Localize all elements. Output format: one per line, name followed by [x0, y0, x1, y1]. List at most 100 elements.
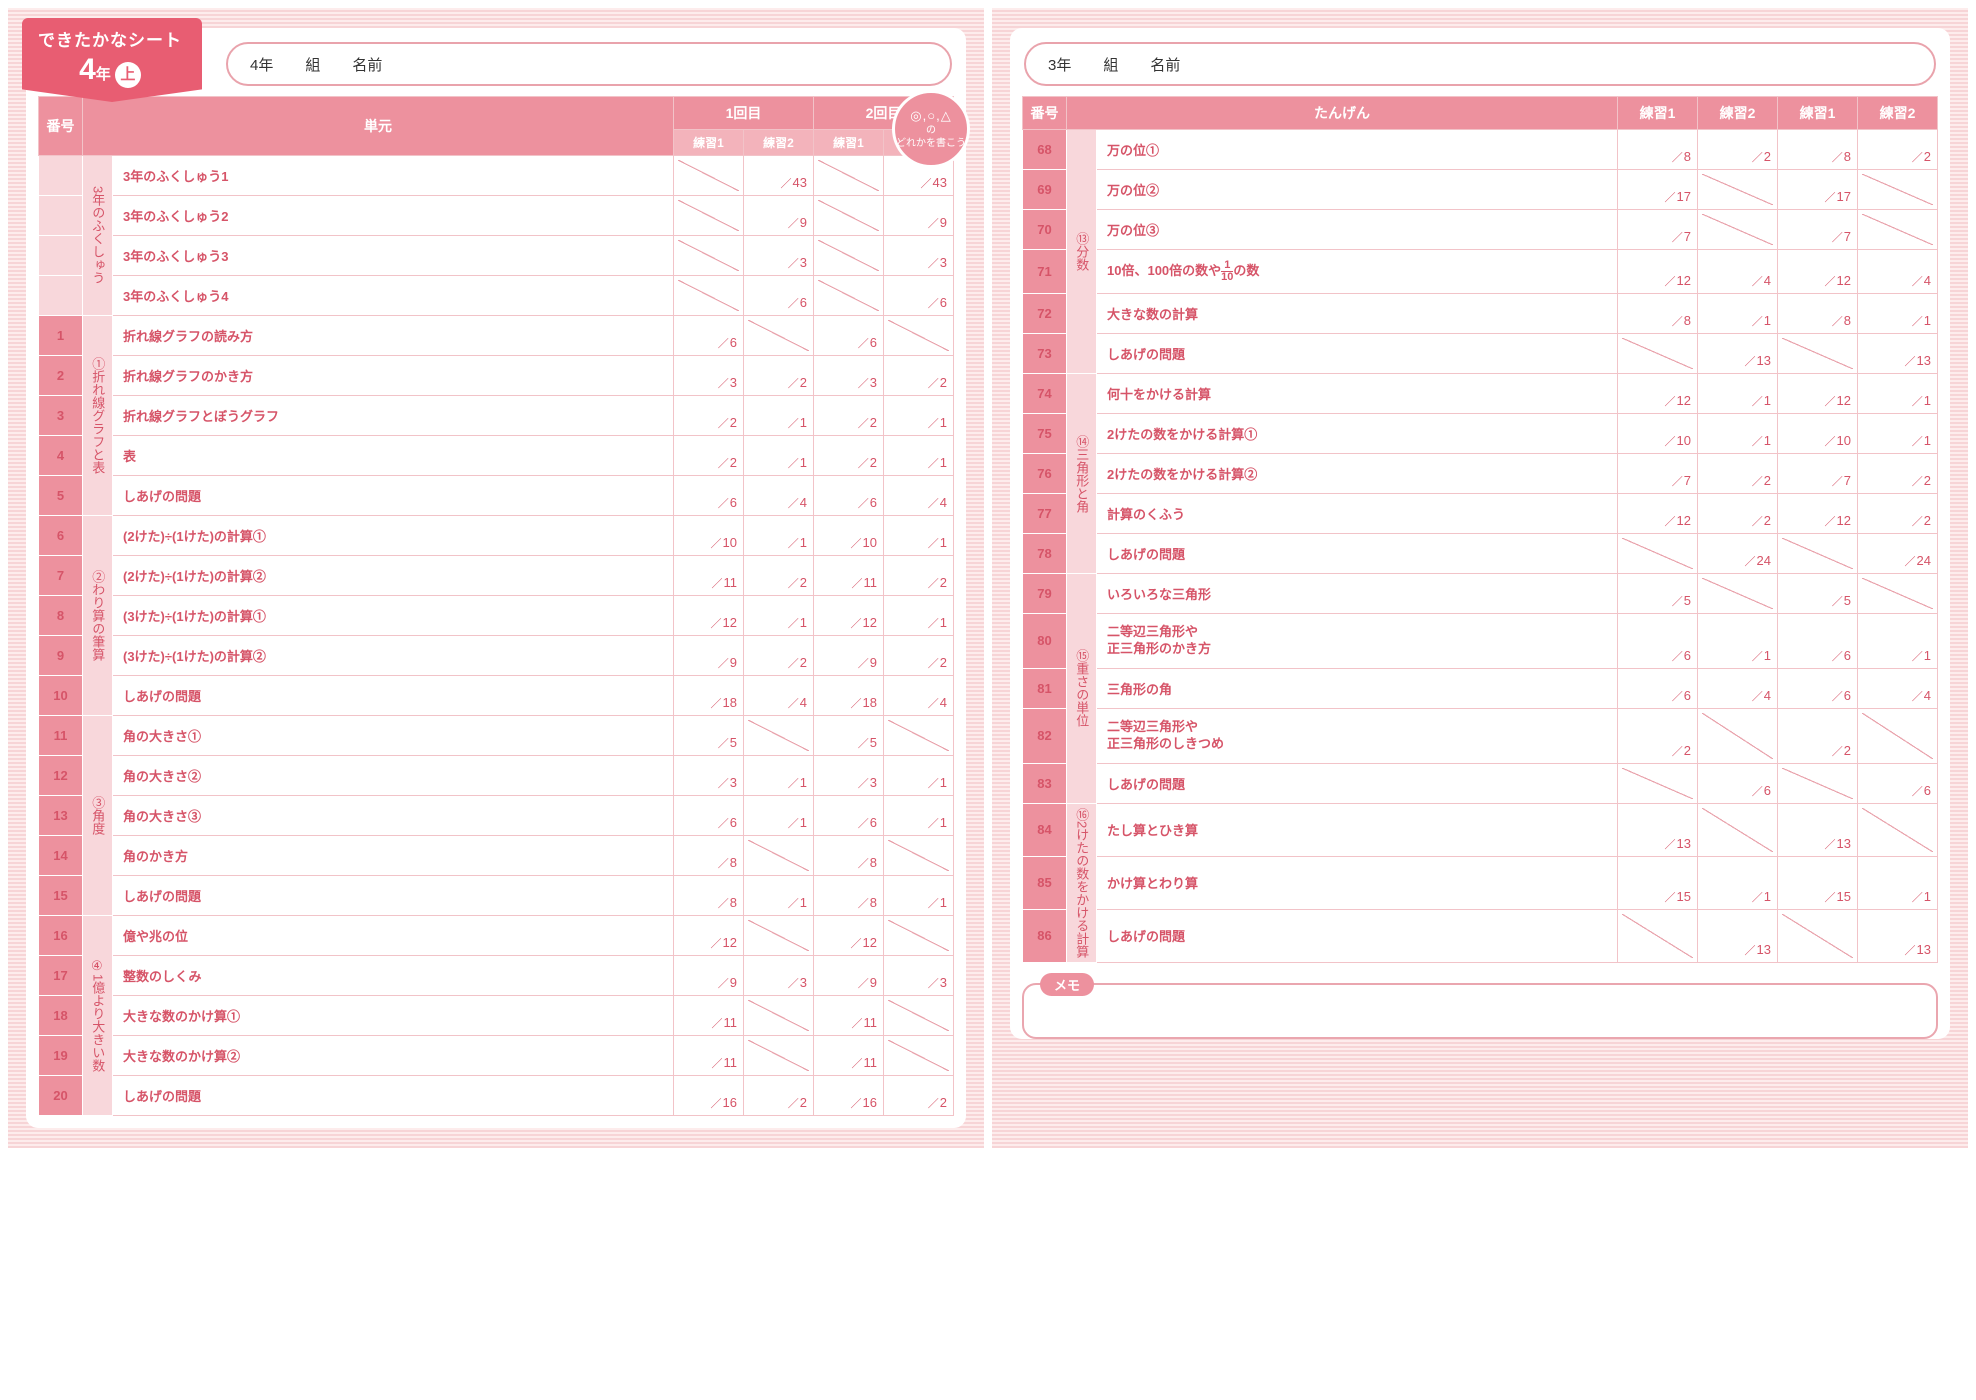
score-cell[interactable]: 11 [673, 996, 743, 1036]
score-cell[interactable] [1618, 334, 1698, 374]
score-cell[interactable]: 8 [813, 836, 883, 876]
score-cell[interactable]: 3 [673, 756, 743, 796]
score-cell[interactable] [1778, 534, 1858, 574]
score-cell[interactable]: 9 [883, 196, 953, 236]
score-cell[interactable]: 1 [1698, 614, 1778, 669]
score-cell[interactable]: 2 [1618, 708, 1698, 763]
score-cell[interactable] [1858, 574, 1938, 614]
score-cell[interactable]: 13 [1698, 334, 1778, 374]
score-cell[interactable]: 2 [883, 356, 953, 396]
score-cell[interactable] [743, 836, 813, 876]
score-cell[interactable] [883, 1036, 953, 1076]
score-cell[interactable]: 1 [883, 756, 953, 796]
score-cell[interactable]: 3 [743, 956, 813, 996]
score-cell[interactable]: 2 [743, 356, 813, 396]
score-cell[interactable]: 12 [673, 916, 743, 956]
score-cell[interactable]: 4 [1698, 250, 1778, 294]
score-cell[interactable]: 1 [1858, 856, 1938, 909]
score-cell[interactable]: 12 [1778, 250, 1858, 294]
score-cell[interactable]: 6 [1698, 763, 1778, 803]
score-cell[interactable]: 11 [813, 1036, 883, 1076]
score-cell[interactable]: 1 [743, 516, 813, 556]
score-cell[interactable]: 12 [1778, 494, 1858, 534]
score-cell[interactable]: 10 [673, 516, 743, 556]
score-cell[interactable]: 15 [1618, 856, 1698, 909]
score-cell[interactable]: 9 [673, 956, 743, 996]
score-cell[interactable] [813, 196, 883, 236]
score-cell[interactable]: 2 [1698, 130, 1778, 170]
score-cell[interactable]: 6 [813, 476, 883, 516]
score-cell[interactable]: 1 [743, 596, 813, 636]
score-cell[interactable] [1778, 763, 1858, 803]
score-cell[interactable]: 8 [813, 876, 883, 916]
score-cell[interactable]: 2 [743, 636, 813, 676]
score-cell[interactable]: 11 [673, 556, 743, 596]
score-cell[interactable]: 1 [883, 796, 953, 836]
score-cell[interactable] [1858, 170, 1938, 210]
score-cell[interactable]: 24 [1698, 534, 1778, 574]
score-cell[interactable]: 17 [1618, 170, 1698, 210]
score-cell[interactable]: 3 [883, 236, 953, 276]
score-cell[interactable]: 4 [1858, 250, 1938, 294]
score-cell[interactable]: 2 [1698, 454, 1778, 494]
score-cell[interactable]: 8 [1778, 130, 1858, 170]
score-cell[interactable]: 3 [883, 956, 953, 996]
score-cell[interactable]: 4 [883, 676, 953, 716]
score-cell[interactable] [883, 316, 953, 356]
score-cell[interactable]: 13 [1778, 803, 1858, 856]
score-cell[interactable]: 9 [673, 636, 743, 676]
score-cell[interactable]: 8 [673, 876, 743, 916]
score-cell[interactable] [1778, 334, 1858, 374]
score-cell[interactable] [883, 836, 953, 876]
score-cell[interactable]: 6 [1858, 763, 1938, 803]
score-cell[interactable]: 7 [1618, 210, 1698, 250]
score-cell[interactable]: 2 [673, 436, 743, 476]
score-cell[interactable]: 11 [813, 996, 883, 1036]
score-cell[interactable]: 6 [813, 796, 883, 836]
score-cell[interactable] [813, 156, 883, 196]
score-cell[interactable]: 10 [813, 516, 883, 556]
score-cell[interactable]: 6 [883, 276, 953, 316]
score-cell[interactable]: 18 [673, 676, 743, 716]
score-cell[interactable]: 7 [1618, 454, 1698, 494]
score-cell[interactable]: 2 [883, 556, 953, 596]
score-cell[interactable]: 13 [1858, 909, 1938, 962]
score-cell[interactable]: 18 [813, 676, 883, 716]
score-cell[interactable]: 1 [883, 876, 953, 916]
score-cell[interactable] [1698, 708, 1778, 763]
score-cell[interactable] [673, 156, 743, 196]
name-field[interactable]: 3年 組 名前 [1024, 42, 1936, 86]
score-cell[interactable]: 12 [1618, 494, 1698, 534]
score-cell[interactable] [743, 716, 813, 756]
score-cell[interactable]: 1 [1698, 374, 1778, 414]
score-cell[interactable]: 5 [1618, 574, 1698, 614]
score-cell[interactable]: 1 [1698, 414, 1778, 454]
score-cell[interactable]: 4 [743, 676, 813, 716]
score-cell[interactable]: 6 [743, 276, 813, 316]
score-cell[interactable]: 9 [743, 196, 813, 236]
score-cell[interactable]: 6 [1778, 614, 1858, 669]
score-cell[interactable] [1698, 803, 1778, 856]
score-cell[interactable]: 12 [813, 916, 883, 956]
score-cell[interactable]: 5 [673, 716, 743, 756]
score-cell[interactable]: 2 [743, 1076, 813, 1116]
score-cell[interactable]: 2 [1858, 130, 1938, 170]
score-cell[interactable] [743, 916, 813, 956]
score-cell[interactable]: 1 [743, 756, 813, 796]
score-cell[interactable] [1858, 708, 1938, 763]
score-cell[interactable]: 3 [743, 236, 813, 276]
score-cell[interactable]: 1 [1858, 374, 1938, 414]
score-cell[interactable]: 9 [813, 636, 883, 676]
score-cell[interactable]: 1 [743, 876, 813, 916]
score-cell[interactable] [743, 316, 813, 356]
score-cell[interactable] [673, 276, 743, 316]
score-cell[interactable]: 24 [1858, 534, 1938, 574]
score-cell[interactable] [1698, 210, 1778, 250]
score-cell[interactable] [883, 996, 953, 1036]
score-cell[interactable]: 8 [1618, 130, 1698, 170]
score-cell[interactable]: 17 [1778, 170, 1858, 210]
score-cell[interactable]: 6 [1778, 668, 1858, 708]
score-cell[interactable]: 6 [673, 316, 743, 356]
score-cell[interactable] [743, 996, 813, 1036]
score-cell[interactable] [673, 196, 743, 236]
